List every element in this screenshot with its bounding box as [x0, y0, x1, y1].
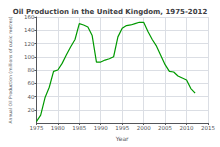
svg-text:160: 160 — [23, 14, 35, 20]
svg-text:140: 140 — [24, 27, 35, 33]
svg-text:Annual Oil Production (million: Annual Oil Production (millions of cubic… — [8, 16, 13, 123]
svg-text:20: 20 — [27, 107, 34, 113]
svg-text:Year: Year — [115, 135, 129, 142]
svg-text:80: 80 — [27, 67, 34, 73]
svg-text:100: 100 — [24, 54, 35, 60]
svg-text:2000: 2000 — [137, 125, 151, 131]
svg-text:1980: 1980 — [51, 125, 65, 131]
svg-text:2015: 2015 — [201, 125, 215, 131]
svg-text:1975: 1975 — [29, 125, 43, 131]
svg-text:1990: 1990 — [94, 125, 108, 131]
svg-text:40: 40 — [27, 94, 34, 100]
svg-text:1985: 1985 — [72, 125, 86, 131]
svg-text:2010: 2010 — [180, 125, 194, 131]
svg-text:120: 120 — [24, 41, 35, 47]
svg-text:2005: 2005 — [158, 125, 172, 131]
svg-text:Oil Production in the United K: Oil Production in the United Kingdom, 19… — [13, 8, 208, 16]
svg-text:1995: 1995 — [115, 125, 129, 131]
svg-text:60: 60 — [27, 80, 34, 86]
